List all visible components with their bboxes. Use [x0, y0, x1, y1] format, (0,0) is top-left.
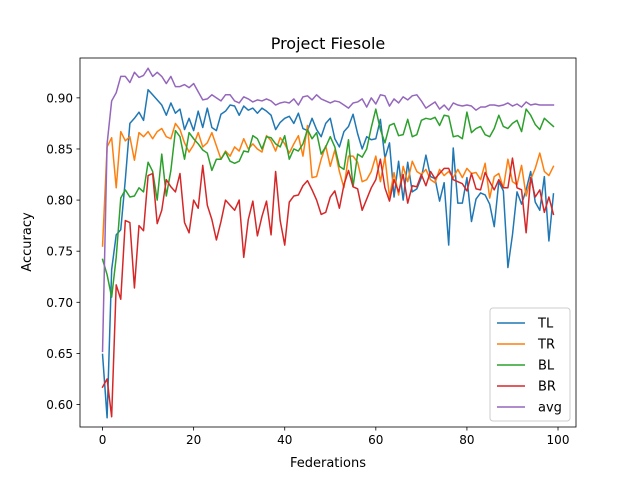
y-tick-label: 0.70 — [46, 296, 73, 310]
legend-label-bl: BL — [538, 359, 555, 374]
chart-title: Project Fiesole — [271, 34, 386, 53]
y-tick-label: 0.90 — [46, 91, 73, 105]
series-line-tl — [101, 88, 555, 419]
plot-frame — [79, 57, 577, 428]
x-tick-label: 40 — [277, 433, 292, 447]
y-tick-label: 0.75 — [46, 245, 73, 259]
y-axis: 0.60 0.65 0.70 0.75 0.80 0.85 0.90 — [46, 91, 80, 412]
legend-label-br: BR — [538, 380, 556, 395]
y-tick-label: 0.80 — [46, 194, 73, 208]
legend: TL TR BL BR avg — [489, 307, 571, 422]
x-tick-label: 20 — [186, 433, 201, 447]
series-layer — [101, 67, 555, 419]
x-tick-label: 100 — [547, 433, 570, 447]
series-line-tr — [101, 122, 555, 247]
series-line-avg — [101, 67, 555, 353]
legend-label-tl: TL — [537, 317, 554, 332]
y-tick-label: 0.85 — [46, 142, 73, 156]
x-tick-label: 0 — [99, 433, 107, 447]
legend-label-tr: TR — [537, 338, 555, 353]
x-tick-label: 80 — [459, 433, 474, 447]
x-tick-label: 60 — [368, 433, 383, 447]
x-axis-label: Federations — [290, 456, 366, 471]
y-tick-label: 0.60 — [46, 398, 73, 412]
series-line-bl — [101, 108, 555, 298]
legend-label-avg: avg — [538, 401, 562, 416]
y-tick-label: 0.65 — [46, 347, 73, 361]
legend-box — [489, 307, 571, 422]
x-axis: 0 20 40 60 80 100 — [99, 427, 570, 447]
series-line-br — [101, 157, 555, 418]
y-axis-label: Accuracy — [20, 212, 35, 272]
